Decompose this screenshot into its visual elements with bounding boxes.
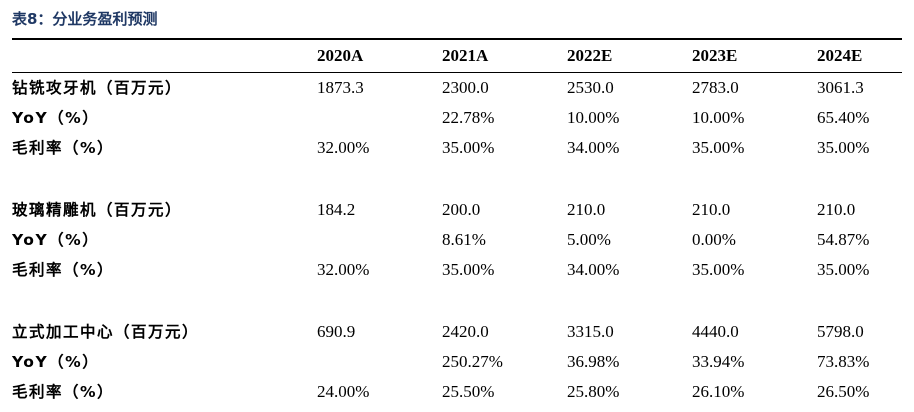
table-row: YoY（%） 22.78% 10.00% 10.00% 65.40% [12, 103, 902, 133]
table-cell: 33.94% [692, 352, 745, 371]
table-cell: 34.00% [567, 260, 620, 279]
table-cell: 250.27% [442, 352, 503, 371]
table-cell: 0.00% [692, 230, 736, 249]
table-cell: 2300.0 [442, 78, 489, 97]
table-cell: 210.0 [692, 200, 731, 219]
table-cell: 200.0 [442, 200, 481, 219]
row-label: 玻璃精雕机（百万元） [12, 201, 183, 219]
table-cell: 2530.0 [567, 78, 614, 97]
table-cell: 35.00% [692, 260, 745, 279]
row-label: YoY（%） [12, 231, 100, 249]
table-top-rule [12, 38, 902, 40]
table-cell: 32.00% [317, 260, 370, 279]
table-cell: 210.0 [567, 200, 606, 219]
table-row: YoY（%） 8.61% 5.00% 0.00% 54.87% [12, 225, 902, 255]
table-cell: 5.00% [567, 230, 611, 249]
table-cell: 184.2 [317, 200, 356, 219]
row-label: 毛利率（%） [12, 139, 115, 157]
table-row: 玻璃精雕机（百万元） 184.2 200.0 210.0 210.0 210.0 [12, 195, 902, 225]
table-cell: 10.00% [567, 108, 620, 127]
table-cell: 3315.0 [567, 322, 614, 341]
table-cell: 210.0 [817, 200, 856, 219]
row-label: YoY（%） [12, 109, 100, 127]
table-cell: 35.00% [442, 138, 495, 157]
table-cell: 35.00% [817, 260, 870, 279]
row-label: YoY（%） [12, 353, 100, 371]
table-cell: 26.50% [817, 382, 870, 401]
table-cell: 4440.0 [692, 322, 739, 341]
table-cell: 22.78% [442, 108, 495, 127]
table-cell: 690.9 [317, 322, 356, 341]
table-cell: 73.83% [817, 352, 870, 371]
column-header: 2022E [567, 46, 613, 65]
table-cell: 10.00% [692, 108, 745, 127]
table-cell: 32.00% [317, 138, 370, 157]
table-cell: 2783.0 [692, 78, 739, 97]
table-cell: 36.98% [567, 352, 620, 371]
table-cell: 25.50% [442, 382, 495, 401]
table-row: 立式加工中心（百万元） 690.9 2420.0 3315.0 4440.0 5… [12, 317, 902, 347]
table-body: 钻铣攻牙机（百万元） 1873.3 2300.0 2530.0 2783.0 3… [12, 73, 902, 407]
table-cell: 24.00% [317, 382, 370, 401]
table-row: 毛利率（%） 32.00% 35.00% 34.00% 35.00% 35.00… [12, 133, 902, 163]
table-cell: 65.40% [817, 108, 870, 127]
row-label: 毛利率（%） [12, 261, 115, 279]
table-cell: 35.00% [817, 138, 870, 157]
table-cell: 26.10% [692, 382, 745, 401]
table-cell: 1873.3 [317, 78, 364, 97]
table-cell: 3061.3 [817, 78, 864, 97]
table-cell: 2420.0 [442, 322, 489, 341]
row-label: 毛利率（%） [12, 383, 115, 401]
table-cell: 34.00% [567, 138, 620, 157]
table-cell: 25.80% [567, 382, 620, 401]
table-row: YoY（%） 250.27% 36.98% 33.94% 73.83% [12, 347, 902, 377]
table-caption: 表8：分业务盈利预测 [12, 10, 158, 28]
table-cell: 35.00% [692, 138, 745, 157]
column-header: 2024E [817, 46, 863, 65]
table-row: 毛利率（%） 24.00% 25.50% 25.80% 26.10% 26.50… [12, 377, 902, 407]
column-header: 2021A [442, 46, 489, 65]
table-cell: 54.87% [817, 230, 870, 249]
table-header-row: 2020A 2021A 2022E 2023E 2024E [12, 40, 902, 72]
column-header: 2023E [692, 46, 738, 65]
row-label: 立式加工中心（百万元） [12, 323, 200, 341]
column-header: 2020A [317, 46, 364, 65]
table-cell: 8.61% [442, 230, 486, 249]
table-row: 毛利率（%） 32.00% 35.00% 34.00% 35.00% 35.00… [12, 255, 902, 285]
table-header-rule [12, 72, 902, 73]
table-cell: 35.00% [442, 260, 495, 279]
table-row: 钻铣攻牙机（百万元） 1873.3 2300.0 2530.0 2783.0 3… [12, 73, 902, 103]
table-cell: 5798.0 [817, 322, 864, 341]
row-label: 钻铣攻牙机（百万元） [12, 79, 183, 97]
